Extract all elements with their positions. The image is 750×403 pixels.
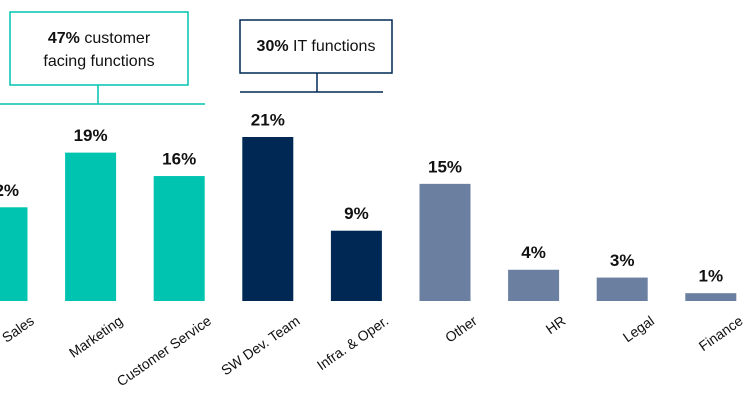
bar — [0, 207, 28, 301]
x-tick-label: Marketing — [66, 312, 126, 360]
x-tick-label: Customer Service — [114, 312, 214, 389]
x-tick-label: HR — [543, 312, 569, 337]
group-box — [9, 11, 189, 86]
x-tick-label: Other — [442, 312, 480, 345]
value-label: 19% — [74, 126, 108, 145]
value-label: 1% — [699, 267, 724, 286]
group-label: 30% IT functions — [257, 38, 376, 55]
x-tick-label: Sales — [0, 312, 37, 345]
group-box — [239, 19, 393, 74]
x-tick-label: Legal — [620, 312, 657, 345]
group-annotation-customer: 47% customer facing functions — [0, 11, 205, 105]
group-label: facing functions — [43, 53, 154, 70]
bar — [685, 293, 737, 301]
group-annotation-it: 30% IT functions — [239, 19, 393, 93]
group-label: 47% customer — [48, 30, 151, 47]
value-label: 4% — [521, 243, 546, 262]
bar — [508, 269, 560, 301]
value-label: 12% — [0, 181, 19, 200]
bar — [419, 183, 471, 301]
value-label: 21% — [251, 110, 285, 129]
value-label: 3% — [610, 251, 635, 270]
bar — [65, 152, 117, 301]
x-tick-label: Infra. & Oper. — [314, 312, 391, 373]
value-label: 15% — [428, 157, 462, 176]
bar — [596, 277, 648, 301]
bar — [330, 230, 382, 301]
value-label: 9% — [344, 204, 369, 223]
value-label: 16% — [162, 150, 196, 169]
bar — [153, 176, 205, 301]
x-tick-label: SW Dev. Team — [218, 312, 303, 378]
x-tick-label: Finance — [696, 312, 746, 354]
bar — [242, 137, 294, 301]
